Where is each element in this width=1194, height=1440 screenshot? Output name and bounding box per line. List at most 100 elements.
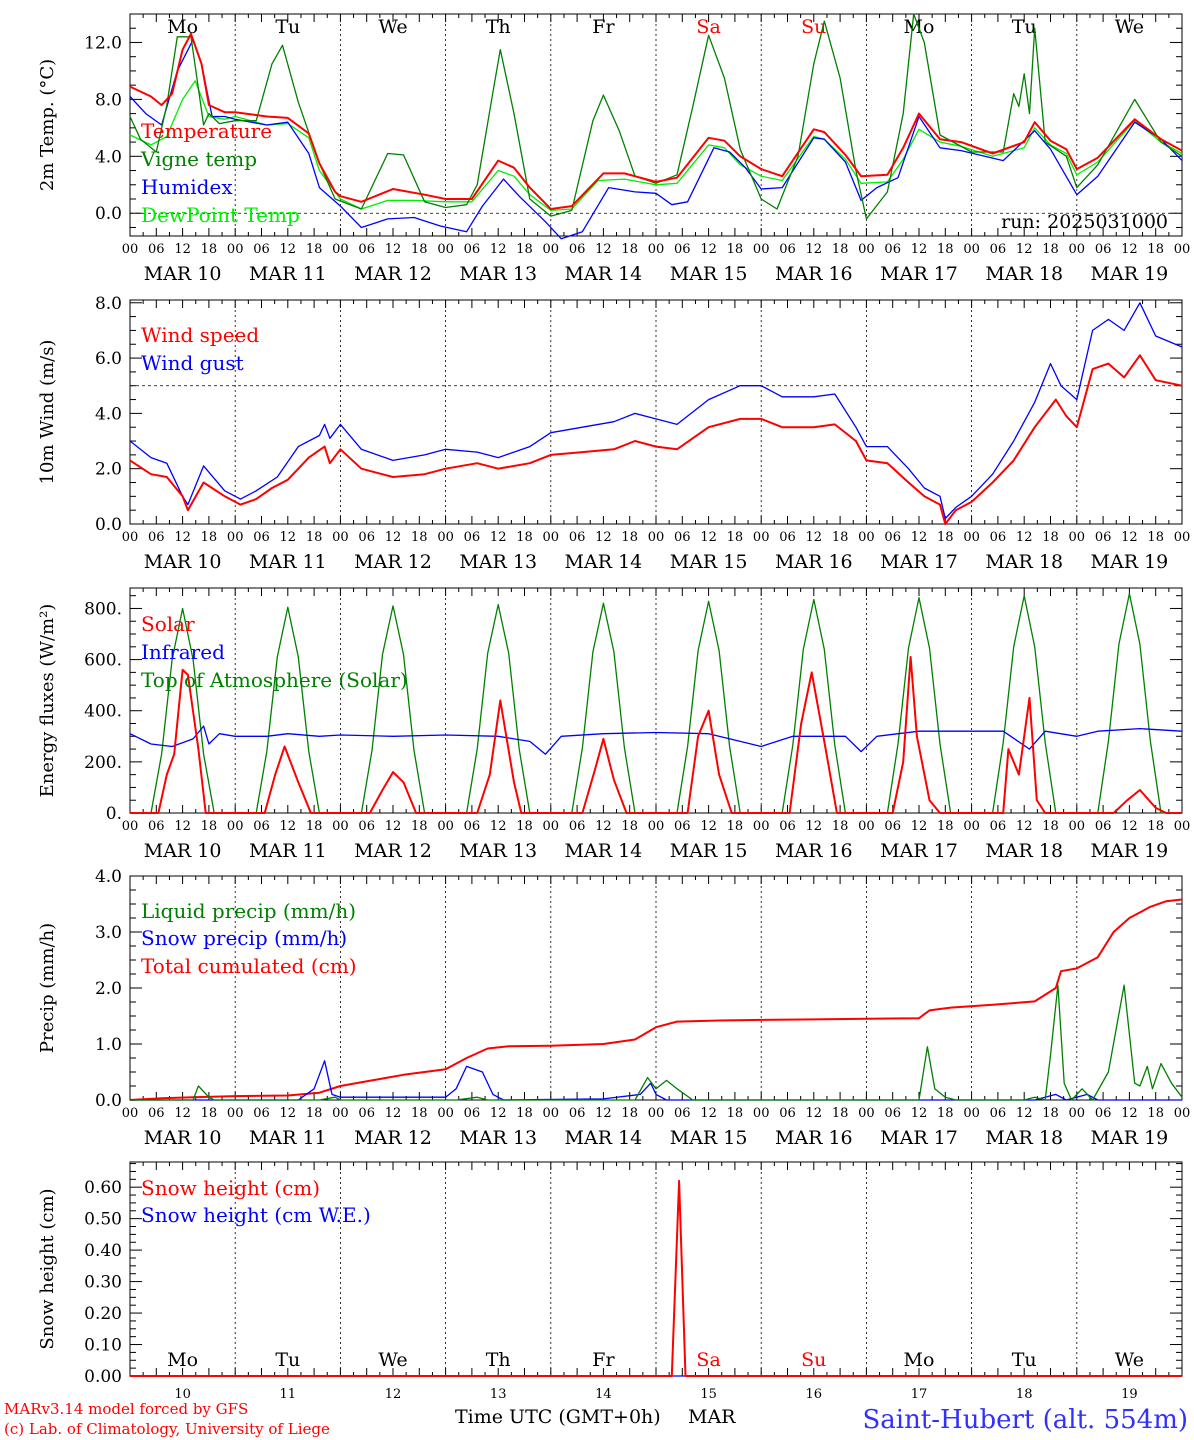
y-axis-label: 2m Temp. (°C) [37,59,58,191]
x-date-label: MAR 14 [565,840,643,862]
day-number-label: 15 [700,1387,717,1402]
legend-entry: Humidex [141,175,233,199]
weekday-label: Sa [696,16,720,38]
x-date-label: MAR 11 [249,551,327,573]
weekday-label: We [1115,1349,1144,1371]
x-hour-label: 12 [1016,1106,1033,1121]
x-hour-label: 00 [1174,530,1191,545]
x-hour-label: 18 [832,1106,849,1121]
x-hour-label: 12 [1121,242,1138,257]
y-tick-label: 8.0 [95,294,122,314]
x-date-label: MAR 16 [775,840,853,862]
x-hour-label: 12 [490,1106,507,1121]
x-hour-label: 12 [174,1106,191,1121]
x-hour-label: 18 [1147,1106,1164,1121]
x-hour-label: 00 [753,819,770,834]
y-tick-label: 0.40 [84,1241,122,1261]
day-number-label: 19 [1121,1387,1138,1402]
x-hour-label: 00 [648,819,665,834]
x-hour-label: 00 [227,530,244,545]
x-hour-label: 18 [306,530,323,545]
panel-4: 0.0 1.0 2.0 3.0 4.0 Precip (mm/h) 00 06 12 18 MAR … [37,867,1190,1149]
x-hour-label: 12 [385,819,402,834]
x-hour-label: 00 [122,1106,139,1121]
x-date-label: MAR 13 [459,840,537,862]
legend-entry: Wind gust [141,351,244,375]
y-tick-label: 200. [84,753,122,773]
x-hour-label: 18 [727,242,744,257]
x-hour-label: 06 [464,242,481,257]
weekday-label: Su [801,16,826,38]
x-hour-label: 12 [911,819,928,834]
day-number-label: 13 [490,1387,507,1402]
x-hour-label: 00 [1174,1106,1191,1121]
y-tick-label: 0.10 [84,1336,122,1356]
y-tick-label: 400. [84,702,122,722]
x-hour-label: 06 [569,819,586,834]
x-hour-label: 06 [569,1106,586,1121]
x-hour-label: 00 [332,819,349,834]
x-hour-label: 00 [858,1106,875,1121]
x-hour-label: 00 [543,819,560,834]
x-hour-label: 12 [911,242,928,257]
weekday-label: Mo [904,1349,935,1371]
x-hour-label: 06 [569,242,586,257]
x-hour-label: 12 [700,530,717,545]
x-date-label: MAR 12 [354,551,432,573]
x-hour-label: 06 [253,1106,270,1121]
x-hour-label: 00 [437,1106,454,1121]
weekday-label: Tu [275,16,300,38]
x-hour-label: 18 [727,530,744,545]
x-hour-label: 00 [753,242,770,257]
x-hour-label: 12 [595,242,612,257]
y-tick-label: 12.0 [84,33,122,53]
x-hour-label: 00 [1069,242,1086,257]
y-tick-label: 0.00 [84,1367,122,1387]
x-hour-label: 12 [174,819,191,834]
panel-3: 0. 200. 400. 600. 800. Energy fluxes (W/m²) 00… [37,587,1190,862]
x-hour-label: 18 [832,530,849,545]
y-tick-label: 4.0 [95,404,122,424]
y-tick-label: 0.0 [95,515,122,535]
day-number-label: 12 [385,1387,402,1402]
x-hour-label: 18 [306,819,323,834]
x-hour-label: 12 [385,530,402,545]
series-line [130,1179,1182,1377]
y-tick-label: 600. [84,651,122,671]
y-tick-label: 0.60 [84,1178,122,1198]
x-hour-label: 12 [174,530,191,545]
x-hour-label: 00 [648,530,665,545]
x-hour-label: 12 [490,819,507,834]
x-hour-label: 06 [779,242,796,257]
y-axis-label: 10m Wind (m/s) [37,340,58,485]
x-hour-label: 18 [621,530,638,545]
x-hour-label: 06 [1095,242,1112,257]
panel-2: 0.0 2.0 4.0 6.0 8.0 10m Wind (m/s) 00 06 12 18 MAR… [37,294,1190,573]
x-hour-label: 00 [437,819,454,834]
series-line [129,32,1183,210]
x-hour-label: 12 [280,530,297,545]
x-date-label: MAR 11 [249,263,327,285]
x-hour-label: 18 [621,819,638,834]
legend-entry: Solar [141,612,195,636]
x-hour-label: 00 [1174,242,1191,257]
x-hour-label: 12 [280,819,297,834]
day-number-label: 11 [280,1387,297,1402]
y-tick-label: 1.0 [95,1035,122,1055]
x-hour-label: 18 [1147,242,1164,257]
run-annotation: run: 2025031000 [1001,211,1168,233]
x-date-label: MAR 16 [775,551,853,573]
x-hour-label: 06 [990,1106,1007,1121]
x-hour-label: 06 [148,819,165,834]
x-hour-label: 12 [806,530,823,545]
x-hour-label: 18 [621,1106,638,1121]
x-date-label: MAR 10 [144,551,222,573]
x-hour-label: 00 [437,530,454,545]
x-hour-label: 00 [858,242,875,257]
legend-entry: Total cumulated (cm) [141,954,357,978]
weekday-label: Th [486,16,511,38]
y-tick-label: 8.0 [95,90,122,110]
x-date-label: MAR 19 [1091,1127,1169,1149]
x-hour-label: 06 [358,819,375,834]
x-date-label: MAR 12 [354,263,432,285]
